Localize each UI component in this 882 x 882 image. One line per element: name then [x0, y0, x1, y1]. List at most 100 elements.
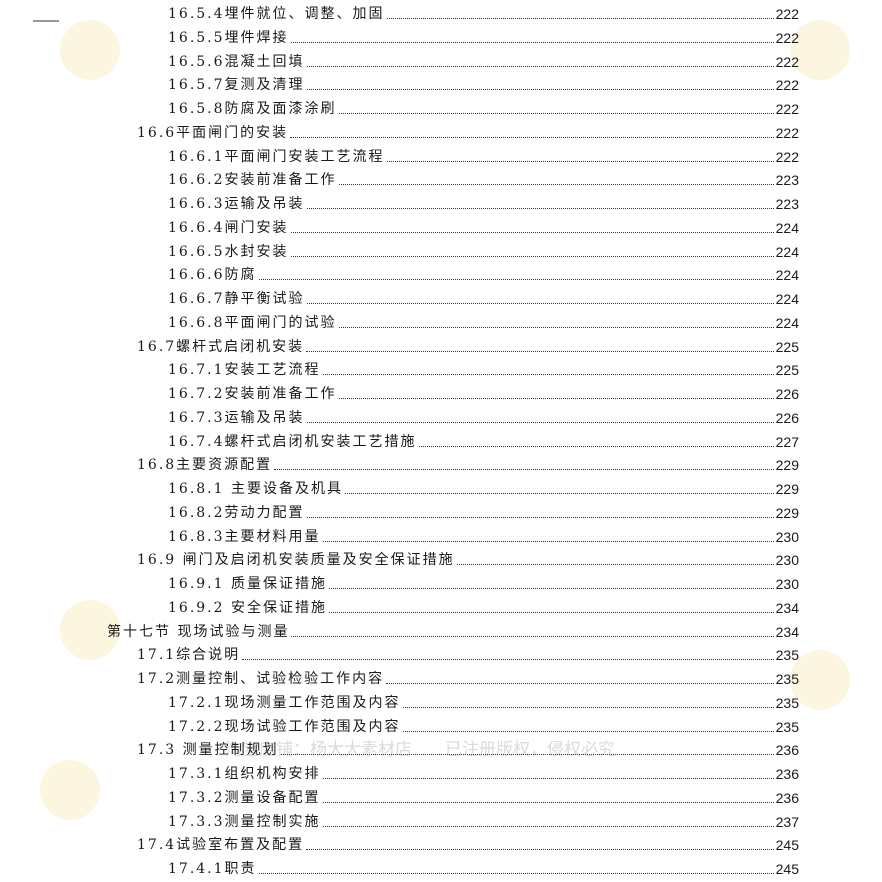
- toc-entry[interactable]: 16.7.1安装工艺流程 225: [168, 357, 799, 379]
- toc-entry-title: 16.7.1安装工艺流程: [168, 362, 321, 379]
- toc-entry-page: 245: [775, 861, 799, 877]
- toc-entry[interactable]: 17.3 测量控制规划 236: [137, 737, 799, 759]
- toc-entry-page: 223: [775, 172, 799, 189]
- toc-entry-page: 222: [775, 148, 799, 165]
- toc-entry-title: 17.4.1职责: [168, 861, 257, 877]
- toc-entry[interactable]: 17.3.3测量控制实施 237: [168, 809, 799, 831]
- toc-entry-title: 16.8.1 主要设备及机具: [168, 481, 343, 497]
- toc-entry-page: 236: [775, 789, 799, 806]
- toc-entry-title: 16.7螺杆式启闭机安装: [137, 338, 305, 355]
- dot-leader: [322, 540, 774, 542]
- toc-entry[interactable]: 16.8主要资源配置 229: [137, 452, 799, 474]
- toc-entry[interactable]: 16.7螺杆式启闭机安装 225: [137, 334, 799, 356]
- toc-entry-page: 230: [775, 528, 799, 545]
- dot-leader: [290, 255, 774, 257]
- toc-entry[interactable]: 16.8.3主要材料用量 230: [168, 524, 799, 546]
- dot-leader: [306, 208, 774, 209]
- toc-entry[interactable]: 16.6.1平面闸门安装工艺流程 222: [168, 144, 799, 166]
- dot-leader: [338, 113, 774, 114]
- dot-leader: [328, 611, 774, 613]
- dot-leader: [418, 445, 774, 447]
- toc-entry[interactable]: 17.4.1职责 245: [168, 856, 799, 878]
- toc-entry[interactable]: 16.6.2安装前准备工作 223: [168, 167, 799, 189]
- toc-entry[interactable]: 16.6平面闸门的安装 222: [137, 120, 799, 142]
- toc-entry[interactable]: 16.6.4闸门安装 224: [168, 215, 799, 237]
- watermark-logo: [790, 650, 850, 710]
- toc-entry-title: 17.1综合说明: [137, 647, 241, 664]
- dot-leader: [242, 659, 774, 661]
- toc-entry-title: 16.6.6防腐: [168, 267, 257, 284]
- dot-leader: [258, 279, 774, 281]
- dot-leader: [322, 778, 774, 779]
- toc-entry[interactable]: 16.7.2安装前准备工作 226: [168, 381, 799, 403]
- toc-entry[interactable]: 17.2.1现场测量工作范围及内容 235: [168, 690, 799, 712]
- toc-entry[interactable]: 16.5.4埋件就位、调整、加固 222: [168, 1, 799, 23]
- toc-entry-page: 230: [775, 576, 799, 592]
- toc-entry[interactable]: 第十七节 现场试验与测量 234: [107, 619, 799, 641]
- toc-entry-page: 229: [775, 481, 799, 497]
- toc-entry-title: 16.6.2安装前准备工作: [168, 172, 337, 189]
- dot-leader: [386, 18, 774, 19]
- toc-entry[interactable]: 17.4试验室布置及配置 245: [137, 832, 799, 854]
- toc-entry-title: 16.8.2劳动力配置: [168, 504, 305, 521]
- dot-leader: [456, 564, 774, 566]
- watermark-logo: [60, 20, 120, 80]
- toc-entry-title: 16.5.8防腐及面漆涂刷: [168, 101, 337, 117]
- toc-entry-page: 222: [775, 101, 799, 117]
- toc-entry-page: 234: [775, 599, 799, 616]
- toc-entry-page: 222: [775, 77, 799, 94]
- toc-entry[interactable]: 16.7.3运输及吊装 226: [168, 405, 799, 427]
- toc-entry-page: 236: [775, 742, 799, 759]
- toc-entry[interactable]: 16.9.1 质量保证措施 230: [168, 571, 799, 593]
- toc-entry-page: 229: [775, 504, 799, 521]
- toc-entry[interactable]: 17.3.1组织机构安排 236: [168, 761, 799, 783]
- toc-entry[interactable]: 17.2.2现场试验工作范围及内容 235: [168, 714, 799, 736]
- toc-entry[interactable]: 17.3.2测量设备配置 236: [168, 785, 799, 807]
- toc-entry[interactable]: 16.6.5水封安装 224: [168, 239, 799, 261]
- toc-entry-title: 16.6平面闸门的安装: [137, 124, 289, 141]
- toc-entry-title: 16.5.7复测及清理: [168, 77, 305, 94]
- toc-entry-page: 235: [775, 671, 799, 687]
- toc-entry-title: 17.3.2测量设备配置: [168, 789, 321, 806]
- toc-entry-title: 16.6.8平面闸门的试验: [168, 314, 337, 331]
- toc-entry-title: 17.2.1现场测量工作范围及内容: [168, 694, 401, 711]
- watermark-logo: [790, 20, 850, 80]
- dot-leader: [290, 41, 774, 43]
- toc-entry[interactable]: 16.8.2劳动力配置 229: [168, 500, 799, 522]
- toc-entry[interactable]: 16.5.6混凝土回填 222: [168, 49, 799, 71]
- toc-entry-title: 16.7.2安装前准备工作: [168, 386, 337, 402]
- toc-entry[interactable]: 16.7.4螺杆式启闭机安装工艺措施 227: [168, 429, 799, 451]
- toc-entry[interactable]: 16.9.2 安全保证措施 234: [168, 595, 799, 617]
- toc-entry[interactable]: 17.2测量控制、试验检验工作内容 235: [137, 666, 799, 688]
- toc-entry-title: 16.5.5埋件焊接: [168, 29, 289, 46]
- toc-entry-page: 245: [775, 837, 799, 854]
- dot-leader: [322, 801, 774, 803]
- toc-entry-page: 222: [775, 29, 799, 46]
- toc-entry-page: 222: [775, 124, 799, 141]
- toc-entry[interactable]: 16.6.3运输及吊装 223: [168, 191, 799, 213]
- watermark-logo: [60, 600, 120, 660]
- toc-entry-page: 235: [775, 647, 799, 664]
- dot-leader: [338, 398, 774, 399]
- toc-entry-page: 224: [775, 291, 799, 307]
- toc-entry-title: 17.2测量控制、试验检验工作内容: [137, 671, 385, 687]
- toc-entry[interactable]: 17.1综合说明 235: [137, 642, 799, 664]
- toc-entry[interactable]: 16.6.7静平衡试验 224: [168, 286, 799, 308]
- toc-entry-title: 16.6.3运输及吊装: [168, 196, 305, 212]
- dot-leader: [386, 160, 774, 162]
- toc-entry-page: 225: [775, 338, 799, 355]
- toc-entry-title: 第十七节 现场试验与测量: [107, 623, 290, 640]
- dot-leader: [322, 825, 774, 827]
- toc-entry[interactable]: 16.8.1 主要设备及机具 229: [168, 476, 799, 498]
- dot-leader: [402, 706, 774, 708]
- toc-entry[interactable]: 16.6.8平面闸门的试验 224: [168, 310, 799, 332]
- toc-entry[interactable]: 16.9 闸门及启闭机安装质量及安全保证措施 230: [137, 547, 799, 569]
- toc-entry-page: 223: [775, 196, 799, 212]
- toc-entry[interactable]: 16.5.8防腐及面漆涂刷 222: [168, 96, 799, 118]
- dot-leader: [306, 303, 774, 304]
- toc-entry-page: 237: [775, 813, 799, 830]
- toc-entry[interactable]: 16.6.6防腐 224: [168, 262, 799, 284]
- toc-entry-title: 17.3.1组织机构安排: [168, 766, 321, 782]
- toc-entry[interactable]: 16.5.7复测及清理 222: [168, 72, 799, 94]
- toc-entry[interactable]: 16.5.5埋件焊接 222: [168, 25, 799, 47]
